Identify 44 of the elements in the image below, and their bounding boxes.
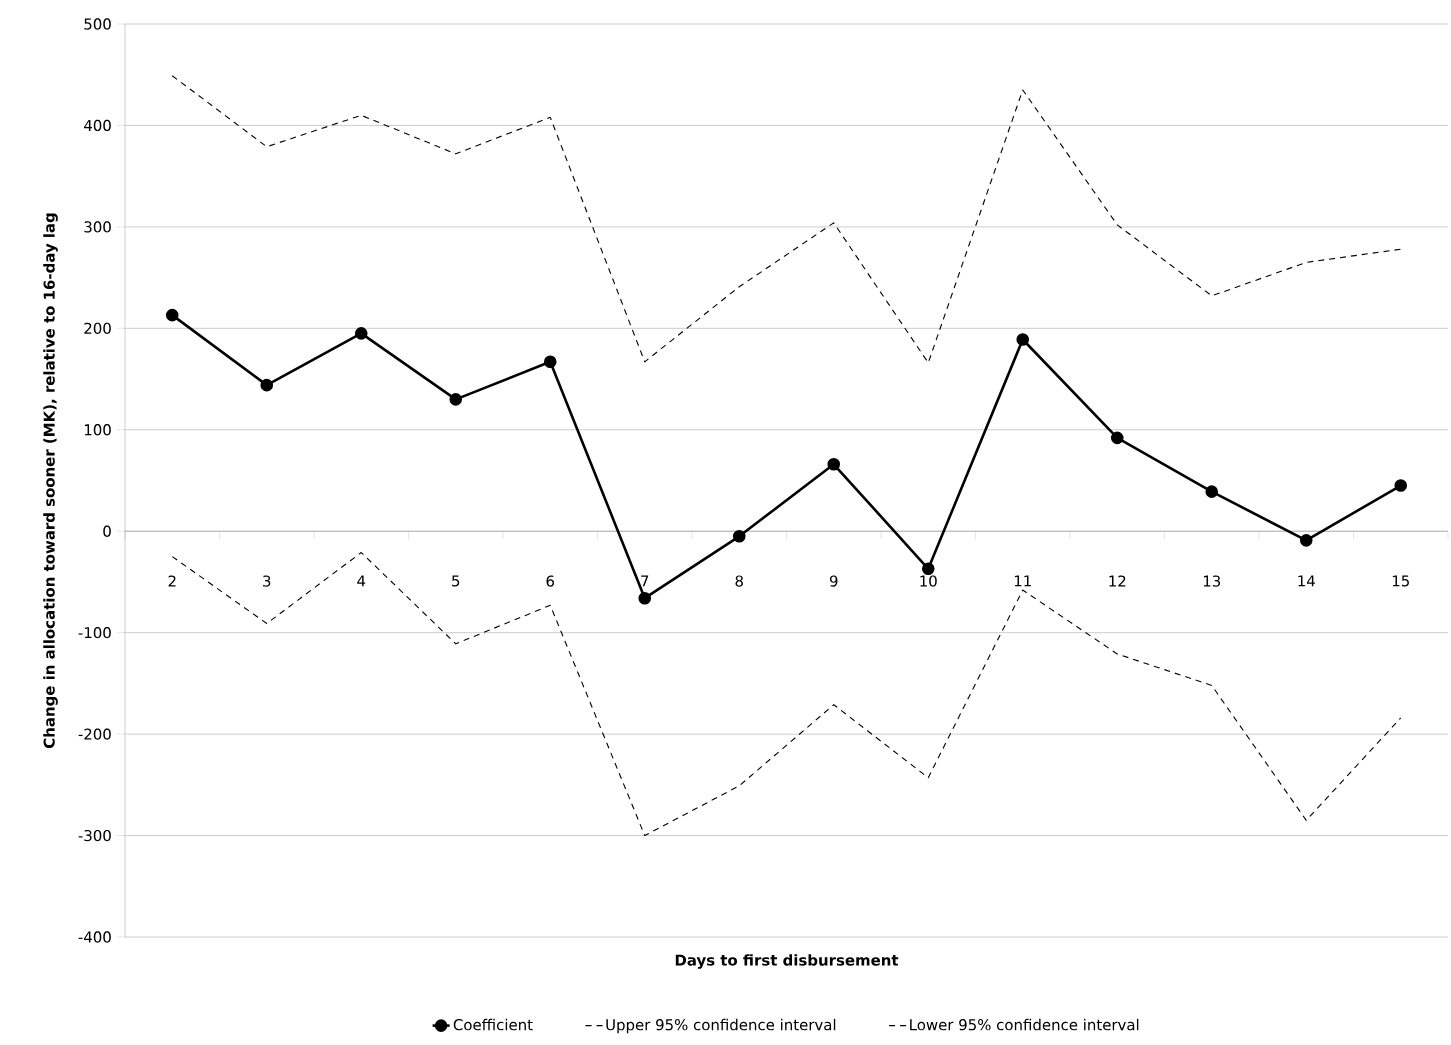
y-tick-label: 200 [84,322,111,334]
y-axis-title: Change in allocation toward sooner (MK), relative to 16-day lag [43,213,58,748]
x-tick-label: 2 [168,575,176,587]
point [260,378,274,392]
y-tick-label: -100 [78,627,111,639]
x-tick-label: 15 [1392,575,1409,587]
x-tick-label: 11 [1014,575,1031,587]
x-tick-label: 4 [357,575,366,587]
y-tick-label: -400 [78,931,111,943]
y-tick-label: 300 [84,221,111,233]
x-tick-label: 7 [641,575,649,587]
y-tick-label: 100 [84,424,111,436]
x-tick-label: 10 [920,575,937,587]
point [1394,479,1408,492]
y-tick-label: 500 [84,18,111,30]
legend-label: Coefficient [453,1018,533,1031]
point [1110,431,1124,445]
x-tick-label: 14 [1298,575,1315,587]
x-axis-title: Days to first disbursement [675,954,899,969]
point [921,562,935,576]
point [1299,534,1313,547]
x-tick-label: 12 [1109,575,1126,587]
y-tick-label: 0 [103,525,111,537]
legend-label: Upper 95% confidence interval [606,1018,836,1034]
point [354,327,368,340]
point [827,457,841,471]
y-tick-label: 400 [84,119,111,132]
x-tick-label: 9 [829,575,838,587]
point [1016,333,1030,346]
point [165,308,179,322]
point [638,591,652,605]
point [543,355,557,369]
point [449,393,463,406]
legend-label: Lower 95% confidence interval [910,1018,1139,1031]
point [732,529,746,543]
x-tick-label: 5 [452,575,460,587]
line-series [171,75,1402,364]
x-tick-label: 8 [735,575,743,587]
point [1205,485,1219,498]
y-tick-label: -300 [78,829,111,842]
x-tick-label: 3 [263,575,271,587]
x-tick-label: 13 [1203,575,1221,587]
y-tick-label: -200 [78,728,111,740]
x-tick-label: 6 [546,575,555,587]
